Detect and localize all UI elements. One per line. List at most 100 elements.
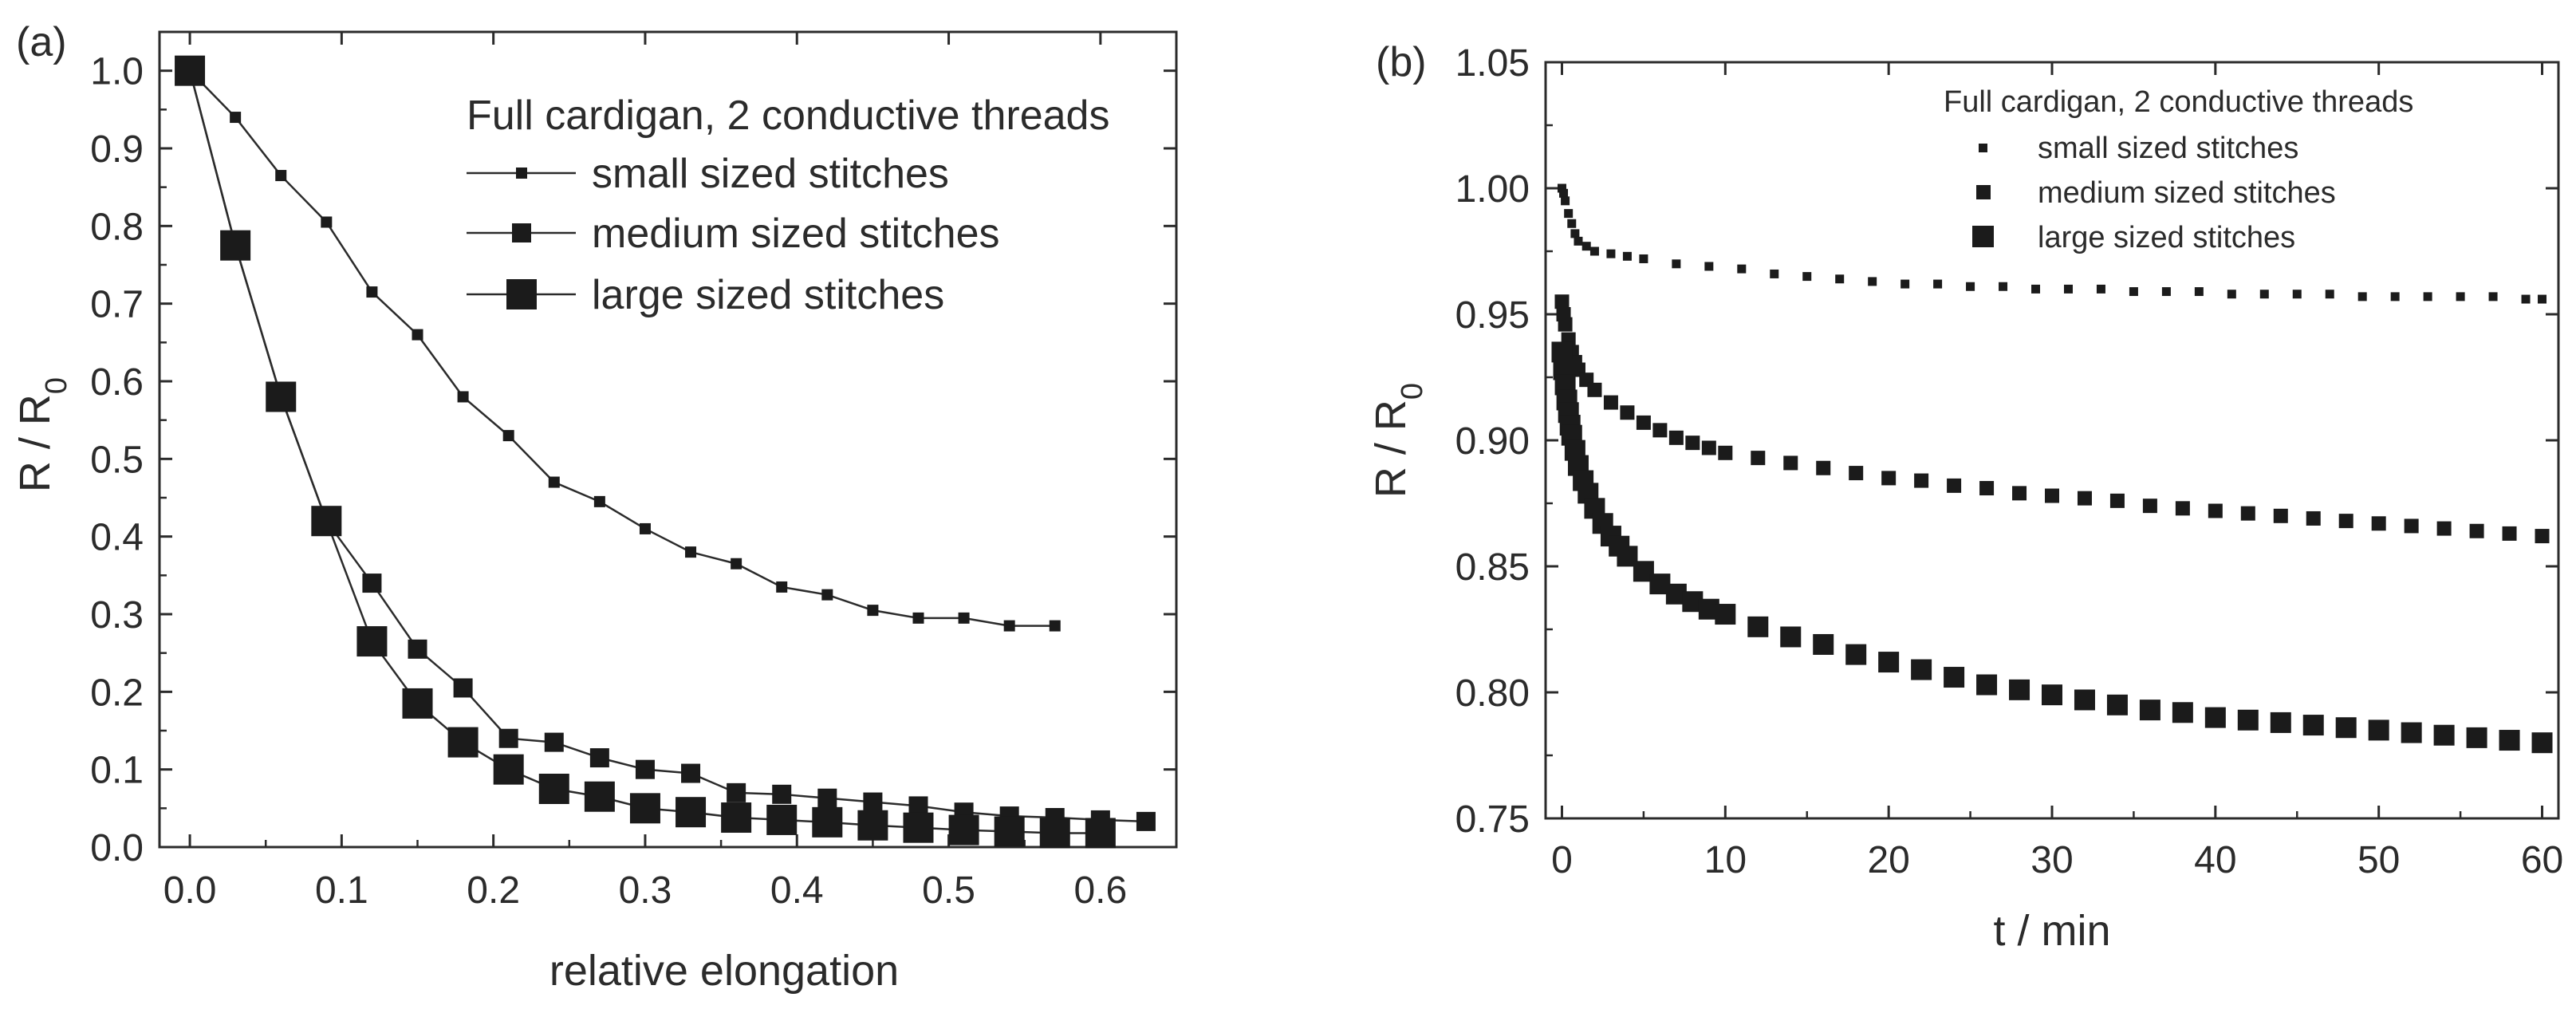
x-tick-label: 20 xyxy=(1867,839,1909,881)
data-point xyxy=(1559,188,1569,198)
data-point xyxy=(2161,287,2171,297)
data-point xyxy=(1554,294,1570,309)
data-point xyxy=(1715,604,1736,625)
data-point xyxy=(2488,292,2498,302)
data-point xyxy=(857,810,888,841)
data-point xyxy=(2142,499,2157,514)
data-point xyxy=(2335,717,2357,739)
y-tick-label: 0.4 xyxy=(90,517,144,559)
data-point xyxy=(2129,287,2138,297)
x-tick-label: 10 xyxy=(1704,839,1747,881)
data-point xyxy=(2077,491,2092,506)
data-point xyxy=(812,806,843,838)
data-point xyxy=(1947,478,1962,493)
data-point xyxy=(2338,514,2353,529)
data-point xyxy=(2423,292,2432,302)
data-point xyxy=(1049,620,1061,632)
data-point xyxy=(2538,294,2547,304)
data-point xyxy=(1003,620,1015,632)
data-point xyxy=(2009,679,2030,700)
data-point xyxy=(1933,279,1943,289)
y-axis-label: R / R0 xyxy=(1367,383,1429,498)
data-point xyxy=(1570,229,1580,238)
data-point xyxy=(408,639,427,659)
data-point xyxy=(2390,292,2400,302)
y-tick-label: 0.0 xyxy=(90,827,144,869)
data-point xyxy=(1622,251,1632,261)
x-axis-label: relative elongation xyxy=(549,947,899,995)
data-point xyxy=(2535,529,2550,544)
data-point xyxy=(1802,272,1812,282)
data-point xyxy=(2521,294,2531,304)
data-point xyxy=(2240,506,2255,521)
data-point xyxy=(1849,466,1864,481)
x-tick-label: 0.6 xyxy=(1073,869,1127,912)
data-point xyxy=(1878,652,1900,673)
y-tick-label: 0.5 xyxy=(90,439,144,481)
data-point xyxy=(584,781,615,812)
legend-marker-small xyxy=(516,168,527,179)
data-point xyxy=(1770,269,1779,278)
data-point xyxy=(817,788,837,808)
y-tick-label: 1.05 xyxy=(1455,42,1530,85)
legend-label-medium: medium sized stitches xyxy=(592,211,1000,257)
data-point xyxy=(2109,493,2125,508)
data-point xyxy=(994,816,1025,847)
x-tick-label: 60 xyxy=(2521,839,2563,881)
data-point xyxy=(629,793,660,824)
data-point xyxy=(1561,196,1570,206)
data-point xyxy=(1718,445,1733,460)
series-large xyxy=(1551,341,2553,754)
x-tick-label: 0.2 xyxy=(467,869,520,912)
data-point xyxy=(1966,282,1975,291)
y-tick-label: 0.6 xyxy=(90,361,144,404)
data-point xyxy=(1900,279,1910,289)
data-point xyxy=(321,216,333,228)
panel-b: (b) 0 10 20 30 40 50 60 0.75 0.80 0.85 0.90 0.95 1.… xyxy=(1367,39,2563,955)
y-tick-label: 0.85 xyxy=(1455,546,1530,589)
data-point xyxy=(1999,282,2008,291)
data-point xyxy=(2227,290,2236,299)
legend-label-large: large sized stitches xyxy=(592,272,944,318)
data-point xyxy=(1039,818,1070,849)
data-point xyxy=(821,589,833,601)
x-tick-label: 0.3 xyxy=(619,869,672,912)
data-point xyxy=(1603,395,1618,410)
legend: Full cardigan, 2 conductive threads smal… xyxy=(467,93,1109,318)
y-tick-label: 0.8 xyxy=(90,206,144,248)
data-point xyxy=(2273,508,2288,523)
data-point xyxy=(1685,436,1700,451)
panel-a: (a) 0.0 0.1 0.2 0.3 0.4 0.5 0.6 0.0 0.1 0.2 0.3 0.… xyxy=(11,19,1178,995)
data-point xyxy=(1558,317,1573,332)
x-tick-label: 50 xyxy=(2357,839,2400,881)
data-point xyxy=(1813,633,1834,655)
data-point xyxy=(266,381,297,412)
data-point xyxy=(589,748,609,768)
data-point xyxy=(2433,724,2455,746)
data-point xyxy=(230,112,242,124)
legend-marker-large xyxy=(1972,226,1994,247)
x-tick-label: 30 xyxy=(2030,839,2073,881)
data-point xyxy=(2531,732,2553,754)
data-point xyxy=(1783,455,1798,471)
data-point xyxy=(2270,711,2291,733)
x-tick-label: 0.5 xyxy=(922,869,975,912)
data-point xyxy=(1652,423,1668,438)
data-point xyxy=(1704,262,1714,271)
data-point xyxy=(412,329,423,341)
y-axis-label: R / R0 xyxy=(11,377,73,492)
data-point xyxy=(1557,183,1566,193)
data-point xyxy=(1668,430,1684,445)
x-axis-label: t / min xyxy=(1993,907,2110,955)
legend-title: Full cardigan, 2 conductive threads xyxy=(467,93,1109,139)
data-point xyxy=(2357,292,2367,302)
series-medium xyxy=(1554,294,2550,544)
data-point xyxy=(366,286,378,298)
legend-marker-medium xyxy=(1976,185,1991,199)
data-point xyxy=(2139,700,2160,721)
data-point xyxy=(2499,730,2520,751)
data-point xyxy=(2106,694,2128,715)
data-point xyxy=(1747,616,1769,637)
legend-label-medium: medium sized stitches xyxy=(2038,176,2336,210)
data-point xyxy=(548,476,560,488)
